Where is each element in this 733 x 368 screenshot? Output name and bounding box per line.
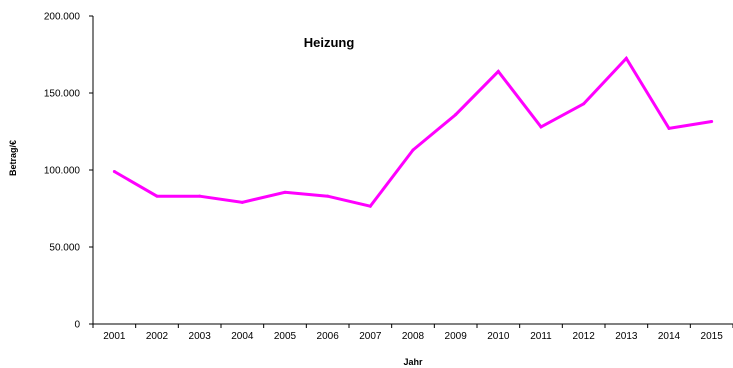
data-point (198, 194, 202, 198)
y-tick-label: 150.000 (44, 89, 81, 100)
data-point (624, 56, 628, 60)
y-tick-label: 200.000 (44, 12, 81, 23)
y-tick-label: 100.000 (44, 166, 81, 177)
chart-title: Heizung (304, 35, 355, 50)
y-axis-ticks: 0 50.000 100.000 150.000 200.000 (44, 12, 93, 331)
data-point (582, 102, 586, 106)
x-tick-label: 2011 (530, 331, 552, 342)
x-tick-label: 2004 (231, 331, 254, 342)
data-point (667, 126, 671, 130)
data-point (155, 194, 159, 198)
data-point (112, 170, 116, 174)
data-point (454, 113, 458, 117)
y-tick-label: 50.000 (49, 243, 80, 254)
data-point (539, 125, 543, 129)
x-tick-label: 2013 (615, 331, 638, 342)
plot-area (92, 16, 733, 325)
data-point (283, 190, 287, 194)
data-point (368, 204, 372, 208)
series-line (113, 55, 712, 208)
x-tick-label: 2006 (317, 331, 340, 342)
x-tick-label: 2012 (573, 331, 596, 342)
y-axis-title: Betrag/€ (8, 140, 18, 176)
x-tick-label: 2010 (487, 331, 510, 342)
x-tick-label: 2014 (658, 331, 681, 342)
data-point (240, 200, 244, 204)
y-tick-label: 0 (74, 320, 80, 331)
x-axis-title: Jahr (403, 357, 423, 367)
x-tick-label: 2003 (189, 331, 212, 342)
x-tick-label: 2005 (274, 331, 297, 342)
x-tick-label: 2001 (103, 331, 126, 342)
data-point (326, 194, 330, 198)
x-tick-label: 2007 (359, 331, 382, 342)
x-tick-label: 2009 (445, 331, 468, 342)
x-tick-label: 2015 (701, 331, 724, 342)
data-point (710, 119, 714, 123)
x-tick-label: 2002 (146, 331, 169, 342)
data-point (411, 148, 415, 152)
data-point (496, 69, 500, 73)
x-axis-ticks: 2001 2002 2003 2004 2005 2006 2007 2008 2009 2010… (92, 324, 733, 342)
x-tick-label: 2008 (402, 331, 425, 342)
series-layer (112, 55, 714, 208)
